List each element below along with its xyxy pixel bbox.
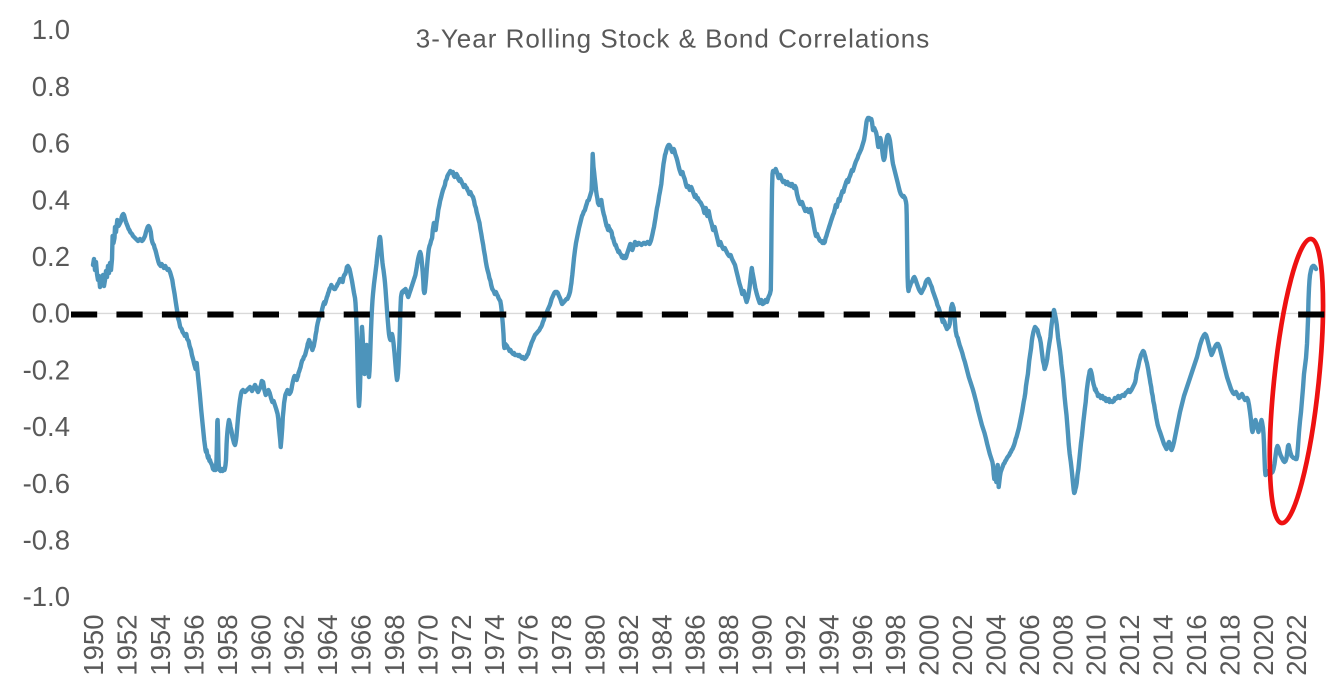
svg-text:2018: 2018 [1214, 615, 1245, 676]
svg-text:2016: 2016 [1181, 615, 1212, 676]
svg-text:2004: 2004 [980, 615, 1011, 676]
svg-text:1958: 1958 [212, 615, 243, 676]
svg-text:1986: 1986 [680, 615, 711, 676]
svg-text:-0.4: -0.4 [23, 411, 70, 442]
svg-text:2012: 2012 [1114, 615, 1145, 676]
svg-text:1962: 1962 [279, 615, 310, 676]
svg-text:0.0: 0.0 [32, 298, 70, 329]
svg-text:1980: 1980 [579, 615, 610, 676]
svg-text:1970: 1970 [412, 615, 443, 676]
svg-text:2002: 2002 [947, 615, 978, 676]
svg-text:-0.8: -0.8 [23, 525, 70, 556]
svg-text:0.2: 0.2 [32, 241, 70, 272]
svg-text:1996: 1996 [847, 615, 878, 676]
svg-text:2010: 2010 [1081, 615, 1112, 676]
svg-text:1950: 1950 [78, 615, 109, 676]
svg-text:1974: 1974 [479, 615, 510, 676]
svg-text:2006: 2006 [1014, 615, 1045, 676]
svg-text:-0.6: -0.6 [23, 468, 70, 499]
svg-text:-0.2: -0.2 [23, 354, 70, 385]
svg-text:1960: 1960 [245, 615, 276, 676]
svg-text:0.4: 0.4 [32, 184, 70, 215]
svg-text:1976: 1976 [513, 615, 544, 676]
svg-text:-1.0: -1.0 [23, 581, 70, 612]
svg-text:2014: 2014 [1148, 615, 1179, 676]
svg-text:1988: 1988 [713, 615, 744, 676]
svg-text:1956: 1956 [178, 615, 209, 676]
svg-text:1972: 1972 [446, 615, 477, 676]
svg-text:0.6: 0.6 [32, 128, 70, 159]
svg-text:2008: 2008 [1047, 615, 1078, 676]
svg-text:3-Year Rolling Stock & Bond Co: 3-Year Rolling Stock & Bond Correlations [416, 24, 931, 54]
svg-text:1952: 1952 [112, 615, 143, 676]
svg-text:1994: 1994 [813, 615, 844, 676]
svg-text:2000: 2000 [914, 615, 945, 676]
svg-text:1954: 1954 [145, 615, 176, 676]
svg-text:1.0: 1.0 [32, 14, 70, 45]
svg-text:2020: 2020 [1248, 615, 1279, 676]
svg-text:2022: 2022 [1281, 615, 1312, 676]
svg-text:1984: 1984 [646, 615, 677, 676]
svg-text:1978: 1978 [546, 615, 577, 676]
svg-text:1964: 1964 [312, 615, 343, 676]
svg-text:1992: 1992 [780, 615, 811, 676]
svg-text:1998: 1998 [880, 615, 911, 676]
svg-text:1966: 1966 [346, 615, 377, 676]
svg-text:1990: 1990 [747, 615, 778, 676]
svg-text:0.8: 0.8 [32, 71, 70, 102]
svg-text:1982: 1982 [613, 615, 644, 676]
svg-text:1968: 1968 [379, 615, 410, 676]
